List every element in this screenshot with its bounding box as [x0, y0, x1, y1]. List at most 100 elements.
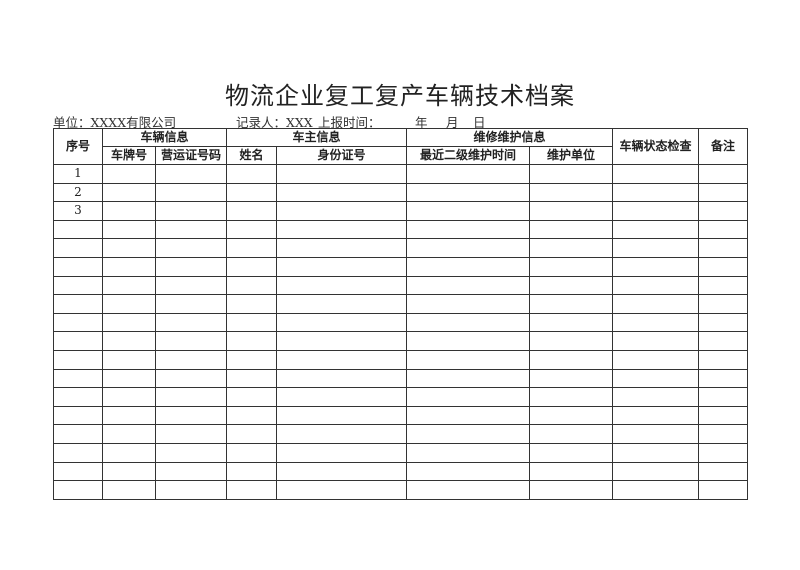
- data-cell[interactable]: [529, 405, 614, 426]
- data-cell[interactable]: [529, 368, 614, 389]
- data-cell[interactable]: [529, 164, 614, 184]
- data-cell[interactable]: [276, 349, 408, 370]
- data-cell[interactable]: [612, 312, 700, 333]
- data-cell[interactable]: [102, 331, 156, 351]
- data-cell[interactable]: [529, 387, 614, 407]
- data-cell[interactable]: [406, 275, 531, 296]
- data-cell[interactable]: [406, 256, 531, 277]
- data-cell[interactable]: [529, 442, 614, 463]
- data-cell[interactable]: [102, 256, 156, 277]
- data-cell[interactable]: [102, 480, 156, 500]
- data-cell[interactable]: [406, 294, 531, 314]
- data-cell[interactable]: [276, 331, 408, 351]
- data-cell[interactable]: [226, 424, 278, 444]
- data-cell[interactable]: [154, 480, 228, 500]
- data-cell[interactable]: [154, 294, 228, 314]
- data-cell[interactable]: [102, 219, 156, 240]
- data-cell[interactable]: [612, 256, 700, 277]
- data-cell[interactable]: [154, 164, 228, 184]
- data-cell[interactable]: [226, 312, 278, 333]
- data-cell[interactable]: [612, 275, 700, 296]
- data-cell[interactable]: [698, 201, 749, 221]
- data-cell[interactable]: [612, 424, 700, 444]
- data-cell[interactable]: [154, 238, 228, 258]
- data-cell[interactable]: [102, 349, 156, 370]
- data-cell[interactable]: [276, 405, 408, 426]
- data-cell[interactable]: [154, 312, 228, 333]
- data-cell[interactable]: [529, 219, 614, 240]
- data-cell[interactable]: [612, 331, 700, 351]
- data-cell[interactable]: [226, 480, 278, 500]
- data-cell[interactable]: [612, 164, 700, 184]
- data-cell[interactable]: [529, 294, 614, 314]
- data-cell[interactable]: [154, 405, 228, 426]
- data-cell[interactable]: [102, 312, 156, 333]
- data-cell[interactable]: [102, 201, 156, 221]
- data-cell[interactable]: [276, 238, 408, 258]
- data-cell[interactable]: [698, 387, 749, 407]
- data-cell[interactable]: [698, 219, 749, 240]
- data-cell[interactable]: [154, 331, 228, 351]
- data-cell[interactable]: [226, 182, 278, 203]
- data-cell[interactable]: [529, 349, 614, 370]
- data-cell[interactable]: [102, 461, 156, 482]
- data-cell[interactable]: [226, 331, 278, 351]
- data-cell[interactable]: [154, 461, 228, 482]
- data-cell[interactable]: [102, 368, 156, 389]
- data-cell[interactable]: [226, 219, 278, 240]
- data-cell[interactable]: [612, 480, 700, 500]
- data-cell[interactable]: [154, 387, 228, 407]
- data-cell[interactable]: [102, 238, 156, 258]
- data-cell[interactable]: [529, 275, 614, 296]
- data-cell[interactable]: [226, 461, 278, 482]
- data-cell[interactable]: [226, 387, 278, 407]
- data-cell[interactable]: [102, 164, 156, 184]
- data-cell[interactable]: [612, 201, 700, 221]
- data-cell[interactable]: [529, 182, 614, 203]
- data-cell[interactable]: [698, 275, 749, 296]
- data-cell[interactable]: [154, 201, 228, 221]
- data-cell[interactable]: [698, 182, 749, 203]
- data-cell[interactable]: [102, 405, 156, 426]
- data-cell[interactable]: [406, 201, 531, 221]
- data-cell[interactable]: [612, 461, 700, 482]
- data-cell[interactable]: [226, 164, 278, 184]
- data-cell[interactable]: [698, 349, 749, 370]
- data-cell[interactable]: [276, 201, 408, 221]
- data-cell[interactable]: [276, 461, 408, 482]
- data-cell[interactable]: [612, 294, 700, 314]
- data-cell[interactable]: [612, 442, 700, 463]
- data-cell[interactable]: [698, 294, 749, 314]
- data-cell[interactable]: [698, 442, 749, 463]
- data-cell[interactable]: [529, 201, 614, 221]
- data-cell[interactable]: [529, 238, 614, 258]
- data-cell[interactable]: [154, 424, 228, 444]
- data-cell[interactable]: [406, 219, 531, 240]
- data-cell[interactable]: [102, 387, 156, 407]
- data-cell[interactable]: [226, 442, 278, 463]
- data-cell[interactable]: [276, 312, 408, 333]
- data-cell[interactable]: [276, 480, 408, 500]
- data-cell[interactable]: [698, 480, 749, 500]
- data-cell[interactable]: [612, 238, 700, 258]
- data-cell[interactable]: [154, 182, 228, 203]
- data-cell[interactable]: [276, 387, 408, 407]
- data-cell[interactable]: [698, 238, 749, 258]
- data-cell[interactable]: [226, 256, 278, 277]
- data-cell[interactable]: [226, 275, 278, 296]
- data-cell[interactable]: [276, 256, 408, 277]
- data-cell[interactable]: [406, 331, 531, 351]
- data-cell[interactable]: [102, 442, 156, 463]
- data-cell[interactable]: [698, 164, 749, 184]
- data-cell[interactable]: [276, 368, 408, 389]
- data-cell[interactable]: [529, 461, 614, 482]
- data-cell[interactable]: [154, 219, 228, 240]
- data-cell[interactable]: [226, 201, 278, 221]
- data-cell[interactable]: [102, 294, 156, 314]
- data-cell[interactable]: [276, 424, 408, 444]
- data-cell[interactable]: [612, 368, 700, 389]
- data-cell[interactable]: [154, 442, 228, 463]
- data-cell[interactable]: [698, 331, 749, 351]
- data-cell[interactable]: [154, 275, 228, 296]
- data-cell[interactable]: [406, 424, 531, 444]
